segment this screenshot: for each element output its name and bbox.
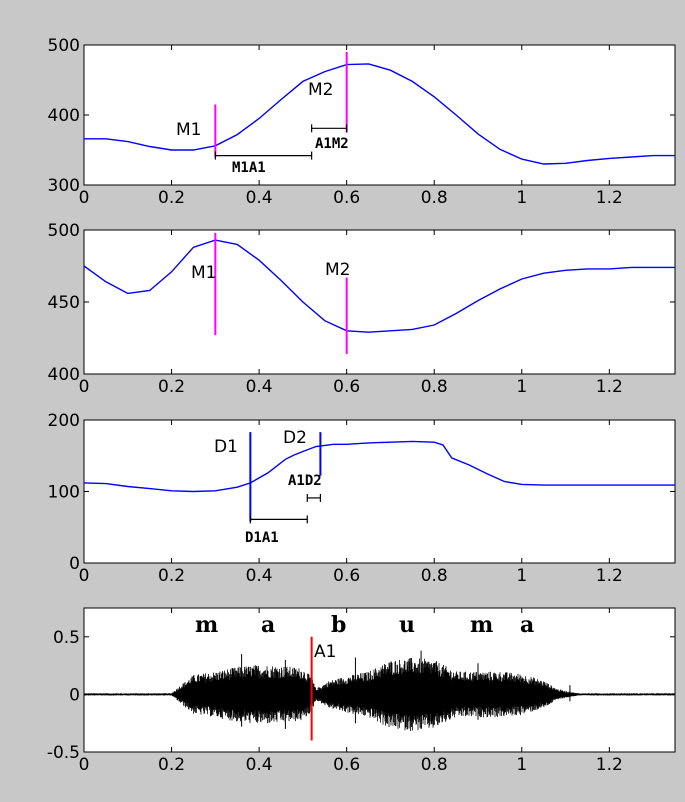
x-tick-label: 0 bbox=[79, 377, 90, 397]
x-tick-label: 0.4 bbox=[246, 755, 273, 775]
x-tick-label: 0.2 bbox=[158, 377, 185, 397]
marker-label-a1: A1 bbox=[314, 642, 336, 662]
x-tick-label: 0 bbox=[79, 566, 90, 586]
interval-label-a1m2: A1M2 bbox=[315, 136, 349, 152]
x-tick-label: 0.2 bbox=[158, 755, 185, 775]
x-tick-label: 1 bbox=[516, 188, 527, 208]
subplot-3: 0 0.2 0.4 0.6 0.8 1 1.2 0 100 200 bbox=[48, 411, 676, 586]
marker-label-m1: M1 bbox=[191, 263, 216, 283]
x-tick-label: 0.2 bbox=[158, 188, 185, 208]
phoneme-label: m bbox=[195, 612, 218, 638]
x-tick-label: 0 bbox=[79, 188, 90, 208]
data-line bbox=[84, 440, 675, 493]
phoneme-label: m bbox=[470, 612, 493, 638]
y-tick-label: -0.5 bbox=[47, 743, 80, 763]
y-tick-label: 0.5 bbox=[53, 628, 80, 648]
interval-label-a1d2: A1D2 bbox=[288, 473, 322, 489]
x-tick-label: 0.4 bbox=[246, 377, 273, 397]
subplot-1: 0 0.2 0.4 0.6 0.8 1 1.2 300 400 500 bbox=[48, 36, 676, 208]
plot-area bbox=[83, 44, 676, 186]
y-tick-label: 500 bbox=[48, 36, 80, 56]
subplot-4: 0 0.2 0.4 0.6 0.8 1 1.2-0.500.5 bbox=[47, 607, 676, 775]
x-tick-label: 0.6 bbox=[333, 188, 360, 208]
x-tick-label: 0.8 bbox=[421, 755, 448, 775]
x-tick-label: 1 bbox=[516, 755, 527, 775]
y-tick-label: 200 bbox=[48, 411, 80, 431]
marker-label-m2: M2 bbox=[308, 80, 333, 100]
y-tick-label: 400 bbox=[48, 365, 80, 385]
x-tick-label: 1 bbox=[516, 566, 527, 586]
phoneme-label: a bbox=[261, 612, 275, 638]
x-tick-label: 0.8 bbox=[421, 566, 448, 586]
x-tick-label: 0.2 bbox=[158, 566, 185, 586]
x-tick-label: 1.2 bbox=[596, 377, 623, 397]
x-tick-label: 0.8 bbox=[421, 188, 448, 208]
x-tick-label: 1 bbox=[516, 377, 527, 397]
interval-label-d1a1: D1A1 bbox=[245, 530, 279, 546]
data-line bbox=[84, 63, 675, 165]
plot-area bbox=[83, 229, 676, 375]
marker-label-d2: D2 bbox=[283, 428, 307, 448]
y-tick-label: 0 bbox=[69, 685, 80, 705]
x-tick-label: 0.6 bbox=[333, 377, 360, 397]
x-tick-label: 0 bbox=[79, 755, 90, 775]
phoneme-label: b bbox=[331, 612, 346, 638]
interval-label-m1a1: M1A1 bbox=[232, 160, 266, 176]
x-tick-label: 1.2 bbox=[596, 566, 623, 586]
phoneme-label: a bbox=[520, 612, 534, 638]
y-tick-label: 450 bbox=[48, 293, 80, 313]
y-tick-label: 0 bbox=[69, 554, 80, 574]
x-tick-label: 0.4 bbox=[246, 188, 273, 208]
marker-label-m2: M2 bbox=[325, 260, 350, 280]
x-tick-label: 0.4 bbox=[246, 566, 273, 586]
x-tick-label: 1.2 bbox=[596, 755, 623, 775]
y-tick-label: 300 bbox=[48, 176, 80, 196]
x-tick-label: 0.6 bbox=[333, 755, 360, 775]
phoneme-label: u bbox=[399, 612, 415, 638]
x-tick-label: 0.8 bbox=[421, 377, 448, 397]
marker-label-m1: M1 bbox=[176, 120, 201, 140]
x-tick-label: 1.2 bbox=[596, 188, 623, 208]
y-tick-label: 400 bbox=[48, 106, 80, 126]
x-tick-label: 0.6 bbox=[333, 566, 360, 586]
y-tick-label: 500 bbox=[48, 221, 80, 241]
marker-label-d1: D1 bbox=[214, 437, 238, 457]
y-tick-label: 100 bbox=[48, 483, 80, 503]
data-line bbox=[84, 239, 675, 333]
subplot-2: 0 0.2 0.4 0.6 0.8 1 1.2 400 450 500 bbox=[48, 221, 676, 397]
